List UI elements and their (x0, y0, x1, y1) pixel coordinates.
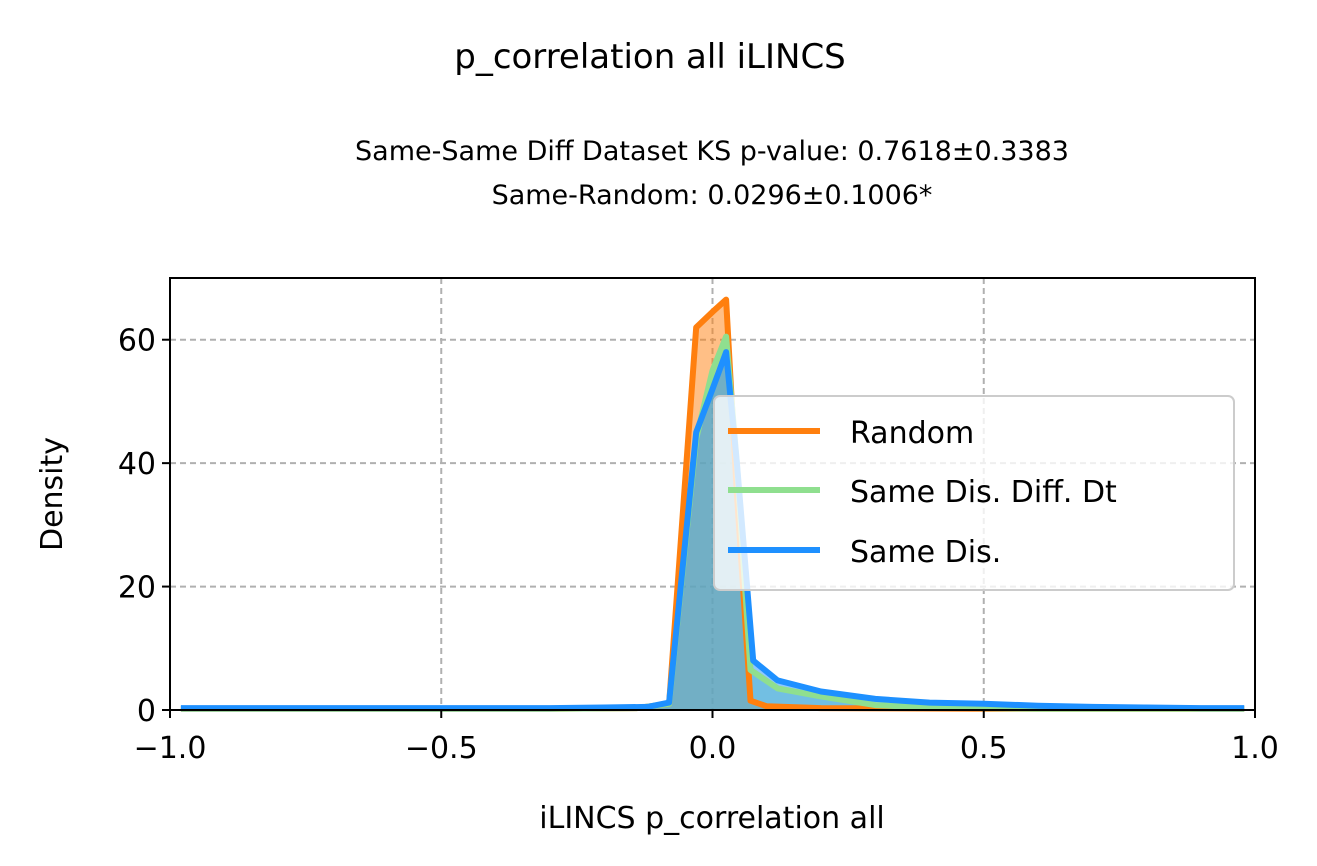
legend-box (713, 395, 1235, 591)
chart-title-line2: Same-Random: 0.0296±0.1006* (492, 180, 933, 211)
x-tick-label: 1.0 (1231, 731, 1279, 766)
density-fills (180, 299, 1245, 710)
density-line-2 (180, 349, 1245, 712)
x-tick-label: 0.0 (689, 731, 737, 766)
y-axis-label: Density (35, 437, 70, 551)
chart-title-line1: Same-Same Diff Dataset KS p-value: 0.761… (355, 136, 1069, 167)
legend: Random Same Dis. Diff. Dt Same Dis. (713, 395, 1235, 591)
y-tick-label: 60 (118, 324, 156, 359)
x-tick-label: −1.0 (134, 731, 207, 766)
density-fill-2 (180, 352, 1245, 710)
x-axis-label: iLINCS p_correlation all (539, 801, 884, 836)
chart-suptitle: p_correlation all iLINCS (454, 37, 846, 77)
legend-label-same-dis-diff-dt: Same Dis. Diff. Dt (850, 475, 1117, 510)
legend-label-same-dis: Same Dis. (850, 535, 1001, 570)
legend-label-random: Random (850, 416, 974, 451)
x-tick-label: −0.5 (405, 731, 478, 766)
y-tick-label: 40 (118, 447, 156, 482)
axis-ticks: −1.0 −0.5 0.0 0.5 1.0 0 20 40 60 (118, 324, 1279, 766)
y-tick-label: 0 (137, 694, 156, 729)
y-tick-label: 20 (118, 571, 156, 606)
x-tick-label: 0.5 (960, 731, 1008, 766)
